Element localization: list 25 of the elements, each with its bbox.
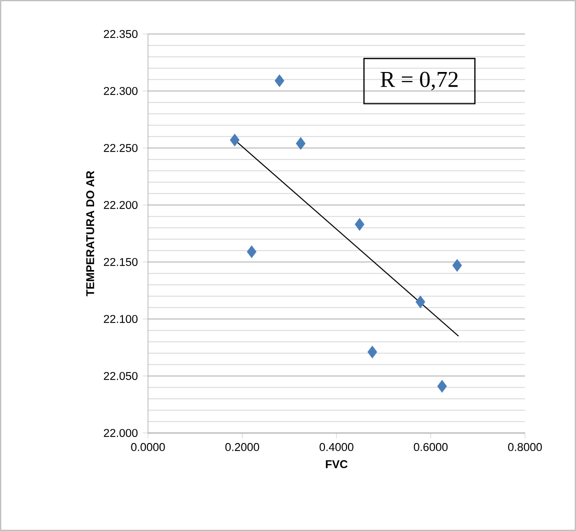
x-tick-label: 0.2000 (225, 443, 260, 452)
x-tick-label: 0.6000 (414, 443, 448, 452)
y-tick-label: 22.050 (104, 372, 138, 380)
point (274, 74, 284, 87)
point (246, 245, 256, 258)
point (437, 380, 447, 393)
y-tick-label: 22.300 (104, 86, 138, 96)
x-tick-label: 0.4000 (320, 443, 354, 452)
x-tick-label: 0.0000 (131, 443, 165, 452)
point (230, 134, 240, 146)
y-tick-label: 22.350 (104, 30, 138, 38)
point (452, 259, 462, 272)
point (296, 137, 306, 150)
y-tick-label: 22.150 (104, 258, 138, 266)
y-axis-title: TEMPERATURA DO AR (86, 170, 94, 296)
point (416, 296, 426, 308)
point (368, 346, 378, 358)
y-tick-label: 22.250 (104, 144, 138, 152)
annotation: R = 0,72 (380, 72, 458, 90)
y-tick-label: 22.200 (104, 200, 138, 210)
x-axis-title: FVC (326, 460, 348, 468)
y-tick-label: 22.100 (104, 314, 138, 324)
x-tick-label: 0.8000 (508, 443, 542, 452)
y-tick-label: 22.000 (104, 428, 138, 438)
point (354, 218, 364, 231)
